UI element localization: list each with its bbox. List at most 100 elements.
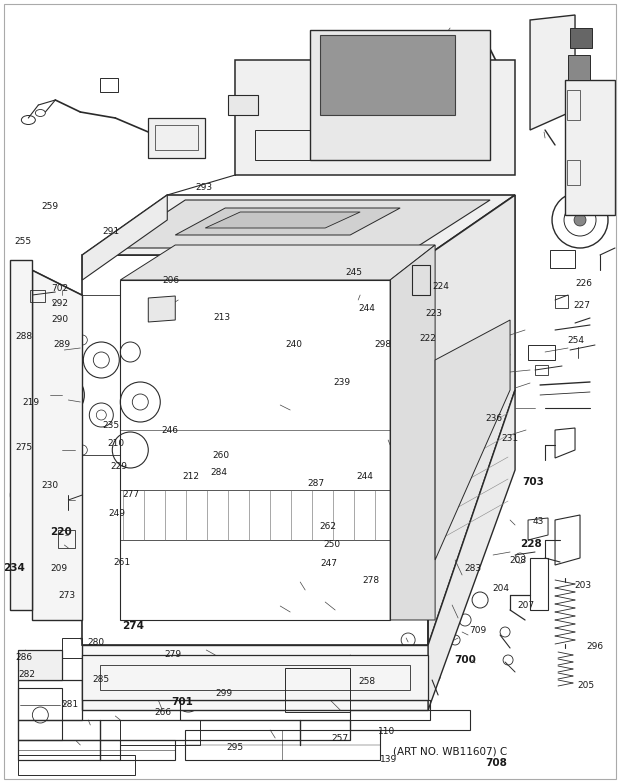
Text: 243: 243	[225, 210, 242, 219]
Text: 278: 278	[362, 576, 379, 586]
Text: 224: 224	[432, 282, 449, 291]
Text: 244: 244	[356, 471, 373, 481]
Text: 285: 285	[92, 675, 109, 684]
Text: 274: 274	[123, 622, 144, 631]
Polygon shape	[565, 80, 615, 215]
Text: 236: 236	[485, 413, 502, 423]
Text: 220: 220	[50, 528, 72, 537]
Text: 295: 295	[226, 743, 243, 752]
Text: 708: 708	[485, 759, 507, 768]
Polygon shape	[175, 208, 400, 235]
Text: 292: 292	[51, 299, 68, 309]
Text: 244: 244	[359, 304, 376, 313]
Text: 239: 239	[334, 377, 351, 387]
Polygon shape	[390, 245, 435, 620]
Text: 208: 208	[510, 556, 527, 565]
Text: 249: 249	[108, 509, 125, 518]
Text: 210: 210	[107, 438, 124, 448]
Text: 296: 296	[587, 642, 604, 651]
Polygon shape	[120, 245, 435, 280]
Polygon shape	[412, 265, 430, 295]
Text: 700: 700	[454, 655, 476, 665]
Text: 223: 223	[425, 309, 443, 318]
Text: 204: 204	[492, 584, 510, 594]
Polygon shape	[310, 30, 490, 160]
Text: 219: 219	[23, 398, 40, 407]
Polygon shape	[148, 296, 175, 322]
Text: 299: 299	[215, 689, 232, 698]
Text: 291: 291	[102, 227, 119, 236]
Polygon shape	[568, 55, 590, 80]
Text: 227: 227	[573, 301, 590, 310]
Polygon shape	[320, 35, 455, 115]
Text: 203: 203	[574, 581, 591, 590]
Text: 261: 261	[113, 557, 130, 567]
Text: 284: 284	[210, 468, 227, 478]
Text: 273: 273	[59, 590, 76, 600]
Text: 110: 110	[378, 727, 396, 736]
Text: 247: 247	[321, 559, 337, 568]
Text: 277: 277	[122, 490, 139, 500]
Text: 213: 213	[214, 313, 231, 323]
Text: 207: 207	[517, 601, 534, 610]
Text: 286: 286	[16, 653, 32, 662]
Text: 275: 275	[16, 443, 32, 453]
Polygon shape	[205, 212, 360, 228]
Circle shape	[574, 214, 586, 226]
Text: 280: 280	[88, 637, 105, 647]
Text: 260: 260	[213, 451, 229, 460]
Text: 266: 266	[154, 708, 171, 717]
Text: 229: 229	[111, 462, 128, 471]
Text: 702: 702	[51, 283, 68, 293]
Text: 709: 709	[469, 626, 486, 635]
Text: 212: 212	[183, 471, 200, 481]
Polygon shape	[82, 195, 515, 255]
Text: 226: 226	[575, 279, 593, 288]
Text: 279: 279	[164, 650, 181, 659]
Text: 701: 701	[171, 697, 193, 706]
Text: 245: 245	[345, 268, 362, 277]
Text: 205: 205	[577, 680, 595, 690]
Text: 234: 234	[3, 564, 25, 573]
Text: 258: 258	[358, 677, 376, 687]
Text: 289: 289	[54, 340, 71, 349]
Text: 209: 209	[50, 564, 67, 573]
Text: 290: 290	[51, 315, 68, 324]
Text: 43: 43	[533, 517, 544, 526]
Polygon shape	[82, 195, 167, 280]
Polygon shape	[82, 655, 428, 700]
Text: 246: 246	[162, 426, 179, 435]
Polygon shape	[11, 260, 32, 610]
Polygon shape	[435, 320, 510, 560]
Text: 281: 281	[61, 700, 78, 709]
Polygon shape	[19, 650, 63, 680]
Polygon shape	[428, 195, 515, 645]
Polygon shape	[148, 118, 205, 158]
Text: 262: 262	[319, 521, 336, 531]
Text: 230: 230	[42, 481, 58, 490]
Text: 206: 206	[163, 276, 180, 285]
Polygon shape	[112, 200, 490, 248]
Text: 235: 235	[102, 421, 119, 431]
Text: 250: 250	[323, 539, 340, 549]
Polygon shape	[530, 15, 575, 130]
Polygon shape	[235, 60, 515, 175]
Text: 298: 298	[374, 340, 392, 349]
Text: 240: 240	[286, 340, 303, 349]
Text: 288: 288	[16, 332, 32, 341]
Text: 283: 283	[464, 564, 481, 573]
Polygon shape	[32, 270, 82, 620]
Polygon shape	[228, 95, 258, 115]
Text: 254: 254	[567, 336, 584, 345]
Text: 257: 257	[331, 734, 348, 743]
Polygon shape	[570, 28, 592, 48]
Text: 293: 293	[195, 183, 212, 193]
Text: (ART NO. WB11607) C: (ART NO. WB11607) C	[393, 747, 507, 757]
Text: 228: 228	[520, 539, 542, 549]
Text: 703: 703	[522, 477, 544, 486]
Text: 139: 139	[379, 755, 397, 764]
Polygon shape	[428, 390, 515, 710]
Text: 222: 222	[420, 334, 436, 343]
Polygon shape	[82, 645, 428, 710]
Text: 231: 231	[501, 434, 518, 443]
